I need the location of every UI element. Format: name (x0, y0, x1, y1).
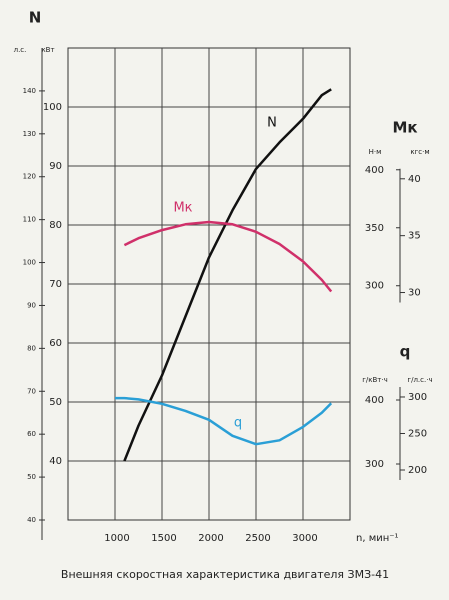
right-tick-label: 400 (365, 395, 384, 406)
right-tick-label: 300 (408, 392, 427, 403)
right-tick-label: 200 (408, 465, 427, 476)
y-tick-label: 50 (49, 397, 62, 408)
right-tick-label: 400 (365, 165, 384, 176)
right-axis-unit: кгс·м (410, 148, 429, 156)
right-tick-label: 40 (408, 174, 421, 185)
hp-tick-label: 70 (27, 387, 36, 395)
y-unit: кВт (41, 46, 54, 54)
right-axis-unit: г/кВт·ч (362, 376, 388, 384)
hp-tick-label: 40 (27, 516, 36, 524)
series-line (115, 396, 333, 446)
series-label: q (234, 416, 242, 431)
right-axis-label: Мк (392, 119, 417, 137)
right-tick-label: 250 (408, 428, 427, 439)
y-tick-label: 90 (49, 161, 62, 172)
right-tick-label: 35 (408, 231, 421, 242)
x-tick-label: 3000 (292, 533, 317, 544)
y-tick-label: 40 (49, 456, 62, 467)
y-tick-label: 70 (49, 279, 62, 290)
hp-tick-label: 100 (23, 259, 36, 267)
hp-tick-label: 90 (27, 301, 36, 309)
series-line (123, 88, 332, 462)
hp-unit: л.с. (14, 46, 27, 54)
series-label: N (267, 116, 277, 131)
right-axis-unit: г/л.с.·ч (407, 376, 432, 384)
hp-tick-label: 140 (23, 87, 36, 95)
x-tick-label: 2000 (198, 533, 223, 544)
right-tick-label: 300 (365, 281, 384, 292)
right-tick-label: 30 (408, 288, 421, 299)
hp-tick-label: 130 (23, 130, 36, 138)
x-axis-label: n, мин⁻¹ (356, 533, 399, 544)
series-label: Мк (173, 201, 192, 216)
chart-title: Внешняя скоростная характеристика двигат… (61, 568, 389, 581)
hp-tick-label: 110 (23, 216, 36, 224)
x-tick-label: 1500 (151, 533, 176, 544)
y-tick-label: 80 (49, 220, 62, 231)
hp-tick-label: 60 (27, 430, 36, 438)
y-tick-label: 100 (43, 102, 62, 113)
right-axis-unit: Н·м (369, 148, 382, 156)
hp-tick-label: 120 (23, 173, 36, 181)
right-axis-label: q (400, 343, 411, 361)
y-axis-label: N (29, 9, 42, 27)
right-tick-label: 300 (365, 459, 384, 470)
series-line (123, 220, 333, 293)
y-tick-label: 60 (49, 338, 62, 349)
hp-tick-label: 80 (27, 344, 36, 352)
right-tick-label: 350 (365, 223, 384, 234)
x-tick-label: 2500 (245, 533, 270, 544)
hp-tick-label: 50 (27, 473, 36, 481)
x-tick-label: 1000 (104, 533, 129, 544)
